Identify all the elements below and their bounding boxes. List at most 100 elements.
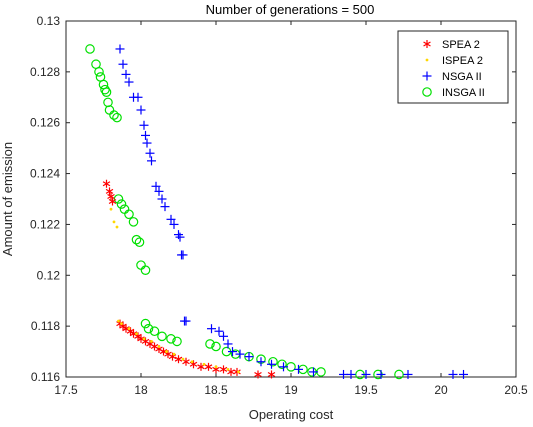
data-point	[140, 318, 151, 329]
data-point	[109, 110, 119, 120]
data-point	[214, 365, 218, 369]
x-axis-title: Operating cost	[249, 407, 334, 422]
data-point	[112, 112, 122, 123]
y-axis-title: Amount of emission	[0, 142, 15, 256]
data-point	[143, 323, 154, 334]
data-point	[205, 339, 215, 349]
legend-marker	[425, 58, 429, 62]
data-point	[169, 219, 179, 229]
data-point	[134, 332, 142, 341]
data-point	[277, 359, 287, 370]
data-point	[105, 187, 114, 196]
legend-marker	[423, 40, 431, 48]
data-point	[376, 369, 386, 379]
data-point	[254, 370, 262, 379]
data-point	[108, 197, 117, 206]
data-point	[166, 214, 176, 224]
data-point	[127, 327, 131, 331]
series-spea-2	[102, 179, 276, 379]
data-point	[154, 186, 164, 196]
data-point	[207, 324, 216, 334]
data-point	[121, 69, 131, 79]
data-point	[237, 370, 240, 374]
data-point	[147, 156, 156, 166]
data-point	[172, 336, 182, 347]
data-points	[85, 44, 468, 380]
data-point	[168, 352, 177, 361]
legend-box	[397, 30, 509, 104]
legend-label: SPEA 2	[442, 39, 480, 51]
data-point	[112, 220, 116, 224]
data-point	[140, 265, 151, 275]
data-point	[116, 319, 124, 328]
series-nsga-ii	[115, 44, 468, 379]
data-point	[165, 350, 168, 353]
x-tick-label: 18	[134, 383, 148, 397]
data-point	[142, 337, 146, 341]
x-tick-label: 20.5	[504, 383, 528, 397]
data-point	[361, 369, 371, 379]
data-point	[141, 130, 150, 140]
chart-title: Number of generations = 500	[206, 2, 375, 17]
legend-label: INSGA II	[442, 87, 485, 99]
data-point	[109, 207, 113, 211]
data-point	[139, 120, 149, 130]
data-point	[102, 179, 111, 188]
y-tick-label: 0.128	[30, 65, 60, 79]
data-point	[448, 369, 458, 379]
data-point	[160, 202, 170, 212]
data-point	[226, 367, 230, 371]
series-ispea-2	[109, 207, 240, 374]
data-point	[181, 316, 191, 326]
data-point	[211, 341, 221, 352]
data-point	[126, 327, 135, 336]
data-point	[157, 331, 167, 342]
data-point	[190, 360, 194, 364]
data-point	[119, 322, 127, 331]
legend-marker	[422, 71, 432, 81]
data-point	[228, 347, 237, 357]
y-tick-label: 0.122	[30, 217, 60, 231]
data-point	[178, 250, 188, 260]
data-point	[279, 362, 288, 372]
data-point	[233, 367, 241, 376]
data-point	[223, 339, 233, 349]
x-axis: 17.5 18 18.5 19 19.5 20 20.5	[54, 21, 528, 397]
data-point	[157, 194, 167, 204]
data-point	[166, 334, 176, 344]
data-point	[117, 319, 120, 323]
data-point	[219, 331, 228, 341]
data-point	[100, 84, 110, 95]
y-tick-label: 0.13	[37, 14, 61, 28]
data-point	[267, 370, 276, 379]
data-point	[124, 209, 134, 220]
data-point	[214, 326, 224, 336]
data-point	[133, 92, 143, 102]
data-point	[459, 369, 468, 379]
data-point	[174, 355, 183, 364]
y-tick-label: 0.118	[31, 319, 60, 333]
data-point	[113, 194, 124, 204]
data-point	[151, 181, 161, 191]
data-point	[115, 44, 125, 54]
data-point	[309, 367, 318, 377]
data-point	[101, 87, 112, 97]
data-point	[204, 362, 213, 371]
x-tick-label: 19	[284, 383, 298, 397]
data-point	[267, 359, 276, 369]
data-point	[136, 105, 146, 115]
data-point	[85, 44, 95, 54]
data-point	[150, 340, 153, 343]
data-point	[128, 217, 139, 227]
data-point	[235, 349, 245, 359]
data-point	[116, 199, 127, 209]
data-point	[268, 356, 278, 367]
y-tick-label: 0.124	[30, 167, 60, 181]
data-point	[94, 67, 104, 77]
data-point	[124, 77, 134, 87]
data-point	[157, 345, 161, 348]
data-point	[219, 365, 228, 374]
y-tick-label: 0.116	[31, 370, 60, 384]
data-point	[403, 369, 413, 379]
legend-label: NSGA II	[442, 71, 482, 83]
